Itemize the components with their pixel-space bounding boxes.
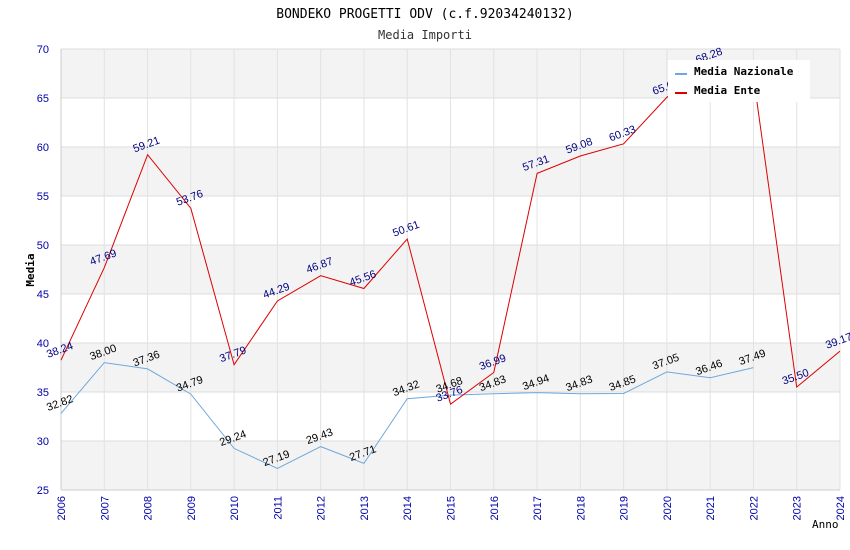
x-tick-label: 2020 bbox=[662, 496, 674, 520]
x-tick-label: 2023 bbox=[792, 496, 804, 520]
grid-lines bbox=[61, 48, 841, 491]
x-tick-label: 2008 bbox=[143, 496, 155, 520]
x-tick-label: 2016 bbox=[489, 496, 501, 520]
y-tick-label: 55 bbox=[37, 191, 49, 203]
x-axis-ticks: 2006 2007 2008 2009 2010 2011 2012 2013 2014 2015… bbox=[56, 496, 847, 520]
y-tick-label: 70 bbox=[37, 44, 49, 56]
legend: Media Nazionale Media Ente bbox=[668, 60, 810, 102]
x-tick-label: 2018 bbox=[575, 496, 587, 520]
x-tick-label: 2021 bbox=[705, 496, 717, 520]
x-tick-label: 2010 bbox=[229, 496, 241, 520]
x-tick-label: 2022 bbox=[748, 496, 760, 520]
y-tick-label: 30 bbox=[37, 436, 49, 448]
chart-subtitle: Media Importi bbox=[378, 28, 472, 42]
x-tick-label: 2014 bbox=[402, 496, 414, 520]
x-tick-label: 2015 bbox=[446, 496, 458, 520]
y-tick-label: 65 bbox=[37, 93, 49, 105]
y-axis-ticks: 25 30 35 40 45 50 55 60 65 70 bbox=[37, 44, 49, 497]
x-axis-label: Anno bbox=[812, 518, 839, 531]
y-tick-label: 45 bbox=[37, 289, 49, 301]
x-tick-label: 2019 bbox=[619, 496, 631, 520]
x-tick-label: 2024 bbox=[835, 496, 847, 520]
x-tick-label: 2007 bbox=[99, 496, 111, 520]
series-line-media-nazionale bbox=[60, 362, 754, 470]
legend-label-media-ente: Media Ente bbox=[694, 84, 761, 97]
x-tick-label: 2006 bbox=[56, 496, 68, 520]
legend-label-media-nazionale: Media Nazionale bbox=[694, 65, 794, 78]
x-tick-label: 2012 bbox=[316, 496, 328, 520]
legend-box bbox=[668, 60, 810, 102]
y-tick-label: 50 bbox=[37, 240, 49, 252]
x-tick-label: 2013 bbox=[359, 496, 371, 520]
y-tick-label: 60 bbox=[37, 142, 49, 154]
y-axis-label: Media bbox=[24, 253, 37, 286]
y-tick-label: 35 bbox=[37, 387, 49, 399]
y-tick-label: 40 bbox=[37, 338, 49, 350]
x-tick-label: 2011 bbox=[272, 496, 284, 520]
x-tick-label: 2017 bbox=[532, 496, 544, 520]
y-tick-label: 25 bbox=[37, 485, 49, 497]
chart-title: BONDEKO PROGETTI ODV (c.f.92034240132) bbox=[276, 7, 573, 22]
x-tick-label: 2009 bbox=[186, 496, 198, 520]
